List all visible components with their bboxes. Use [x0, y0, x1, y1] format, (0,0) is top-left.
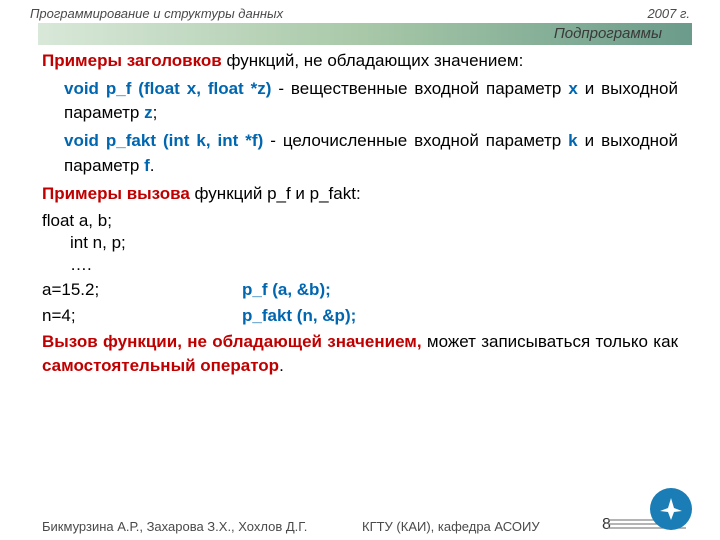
call2-func: p_fakt (n, &p); — [242, 304, 356, 328]
slide-content: Примеры заголовков функций, не обладающи… — [0, 49, 720, 379]
headers-label: Примеры заголовков — [42, 51, 222, 70]
standalone-3: самостоятельный оператор — [42, 356, 279, 375]
call1-assign: a=15.2; — [42, 278, 242, 302]
airplane-icon — [656, 494, 686, 524]
call-label: Примеры вызова — [42, 184, 190, 203]
section-banner: Подпрограммы — [38, 23, 692, 45]
call-row-2: n=4; p_fakt (n, &p); — [42, 304, 678, 328]
call-row-1: a=15.2; p_f (a, &b); — [42, 278, 678, 302]
kai-logo — [650, 488, 692, 530]
pf-signature: void p_f (float x, float *z) — [64, 79, 271, 98]
para-standalone: Вызов функции, не обладающей значением, … — [42, 330, 678, 378]
pfakt-signature: void p_fakt (int k, int *f) — [64, 131, 263, 150]
para-call-intro: Примеры вызова функций p_f и p_fakt: — [42, 182, 678, 206]
pf-desc-3: ; — [153, 103, 158, 122]
standalone-1: Вызов функции, не обладающей значением, — [42, 332, 422, 351]
pf-param-x: x — [568, 79, 577, 98]
pfakt-desc-3: . — [150, 156, 155, 175]
call1-func: p_f (a, &b); — [242, 278, 331, 302]
pfakt-param-k: k — [568, 131, 577, 150]
call2-assign: n=4; — [42, 304, 242, 328]
code-line-2: int n, p; — [42, 232, 678, 254]
pfakt-desc-1: - целочисленные входной параметр — [263, 131, 568, 150]
standalone-2: может записываться только как — [422, 332, 678, 351]
header-right: 2007 г. — [647, 6, 690, 21]
pf-param-z: z — [144, 103, 153, 122]
para-pfakt-sig: void p_fakt (int k, int *f) - целочислен… — [42, 129, 678, 177]
standalone-4: . — [279, 356, 284, 375]
pf-desc-1: - вещественные входной параметр — [271, 79, 568, 98]
footer-affiliation: КГТУ (КАИ), кафедра АСОИУ — [362, 519, 602, 534]
code-line-1: float a, b; — [42, 210, 678, 232]
call-text: функций p_f и p_fakt: — [190, 184, 361, 203]
header-left: Программирование и структуры данных — [30, 6, 283, 21]
headers-text: функций, не обладающих значением: — [222, 51, 524, 70]
code-line-3: …. — [42, 254, 678, 276]
para-headers-intro: Примеры заголовков функций, не обладающи… — [42, 49, 678, 73]
para-pf-sig: void p_f (float x, float *z) - веществен… — [42, 77, 678, 125]
footer-authors: Бикмурзина А.Р., Захарова З.Х., Хохлов Д… — [42, 519, 362, 534]
code-declarations: float a, b; int n, p; …. — [42, 210, 678, 276]
